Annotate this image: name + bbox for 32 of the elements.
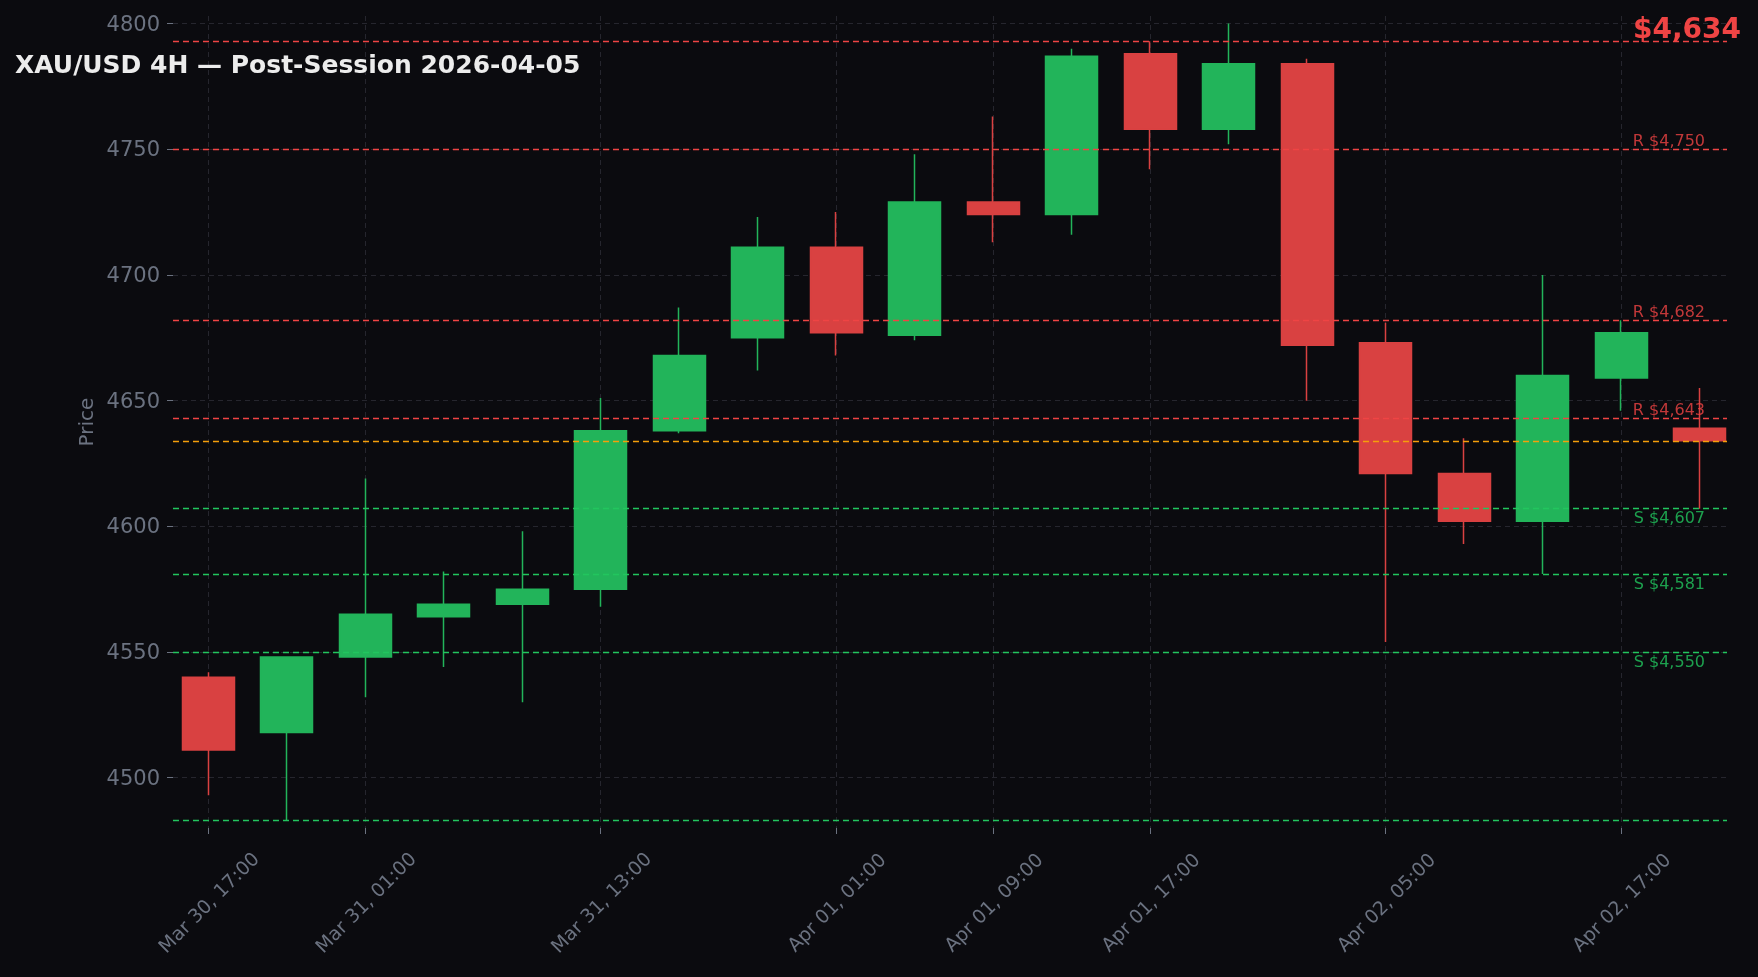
candlestick (1044, 47, 1099, 236)
candlestick (259, 656, 314, 822)
candlestick (1280, 57, 1335, 402)
candlestick (495, 530, 550, 704)
candlestick (809, 211, 864, 357)
candlestick (1437, 437, 1492, 545)
y-tick-label: 4700 (106, 262, 160, 287)
y-tick-label: 4650 (106, 388, 160, 413)
candlestick (338, 477, 393, 699)
ref-line-label: R $4,682 (1632, 301, 1705, 321)
candlestick (1201, 22, 1256, 145)
candlestick (652, 306, 707, 435)
y-tick-label: 4500 (106, 765, 160, 790)
candlestick (1123, 40, 1178, 171)
text: XAU/USD 4H — Post-Session 2026-04-05 (15, 50, 581, 79)
candlestick (730, 216, 785, 372)
candlestick (181, 671, 236, 797)
ref-line-label: S $4,550 (1633, 651, 1705, 671)
y-tick-label: 4550 (106, 640, 160, 665)
candlestick (966, 115, 1021, 243)
ref-line-label: S $4,581 (1633, 573, 1705, 593)
candlestick (573, 397, 628, 608)
ref-line-label: R $4,750 (1632, 130, 1705, 150)
ref-line-label: S $4,607 (1633, 508, 1705, 528)
candlestick (887, 153, 942, 342)
y-tick-label: 4800 (106, 11, 160, 36)
y-tick-label: 4600 (106, 514, 160, 539)
candlestick (416, 570, 471, 668)
y-tick-label: 4750 (106, 137, 160, 162)
annotation: $4,634 (1632, 11, 1742, 45)
y-axis-title: Price (73, 397, 98, 447)
candlestick (1515, 274, 1570, 575)
